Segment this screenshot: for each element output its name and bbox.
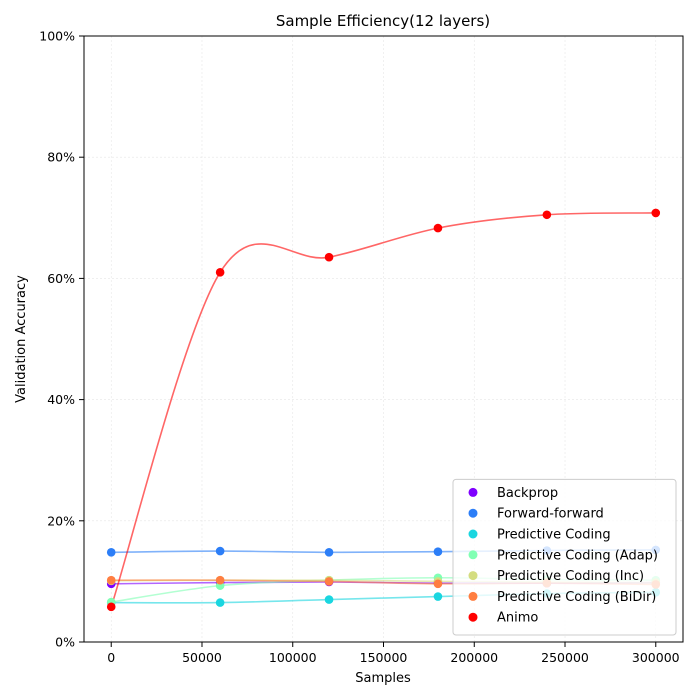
legend-marker [468,487,478,497]
data-point-animo [433,223,443,233]
x-axis-label: Samples [355,671,411,686]
legend: Backprop Forward-forward Predictive Coding… [452,478,677,636]
y-tick-label: 60% [47,271,75,286]
data-point-predictive-coding-bidir [433,579,443,589]
y-tick-label: 100% [39,29,75,44]
data-point-predictive-coding-bidir [215,575,225,585]
data-point-animo [542,210,552,220]
data-point-forward-forward [106,548,116,557]
x-axis-ticks: 0 50000 100000 150000 200000 250000 300000 [107,642,680,665]
data-point-animo [106,602,116,612]
data-point-animo [324,252,334,262]
y-tick-label: 20% [47,513,75,528]
legend-marker [468,612,478,622]
legend-box [452,478,677,636]
data-point-predictive-coding-bidir [324,577,334,586]
data-point-predictive-coding [433,592,443,601]
legend-label: Predictive Coding (BiDir) [497,590,656,605]
data-point-animo [215,268,225,277]
legend-marker [468,508,478,518]
y-tick-label: 40% [47,392,75,407]
y-axis-label: Validation Accuracy [14,275,29,403]
x-tick-label: 300000 [632,650,680,665]
legend-marker [468,591,478,601]
data-point-forward-forward [215,546,225,556]
y-tick-label: 0% [55,635,75,650]
legend-label: Animo [497,611,538,626]
legend-marker [468,571,478,581]
data-point-animo [651,208,661,218]
x-tick-label: 50000 [182,650,222,665]
legend-marker [468,550,478,560]
data-point-forward-forward [433,547,443,557]
legend-label: Predictive Coding [497,528,611,543]
chart-title: Sample Efficiency(12 layers) [276,12,490,30]
x-tick-label: 250000 [541,650,589,665]
legend-label: Backprop [497,486,558,501]
legend-label: Forward-forward [497,507,604,522]
x-tick-label: 0 [107,650,115,665]
legend-label: Predictive Coding (Inc) [497,569,644,584]
legend-marker [468,529,478,539]
y-axis-ticks: 0% 20% 40% 60% 80% 100% [39,29,84,650]
x-tick-label: 200000 [450,650,498,665]
x-tick-label: 100000 [269,650,317,665]
data-point-predictive-coding-bidir [106,575,116,585]
data-point-predictive-coding [324,595,334,604]
y-tick-label: 80% [47,150,75,165]
x-tick-label: 150000 [360,650,408,665]
data-point-forward-forward [324,548,334,557]
legend-label: Predictive Coding (Adap) [497,548,658,563]
data-point-predictive-coding [215,598,225,607]
